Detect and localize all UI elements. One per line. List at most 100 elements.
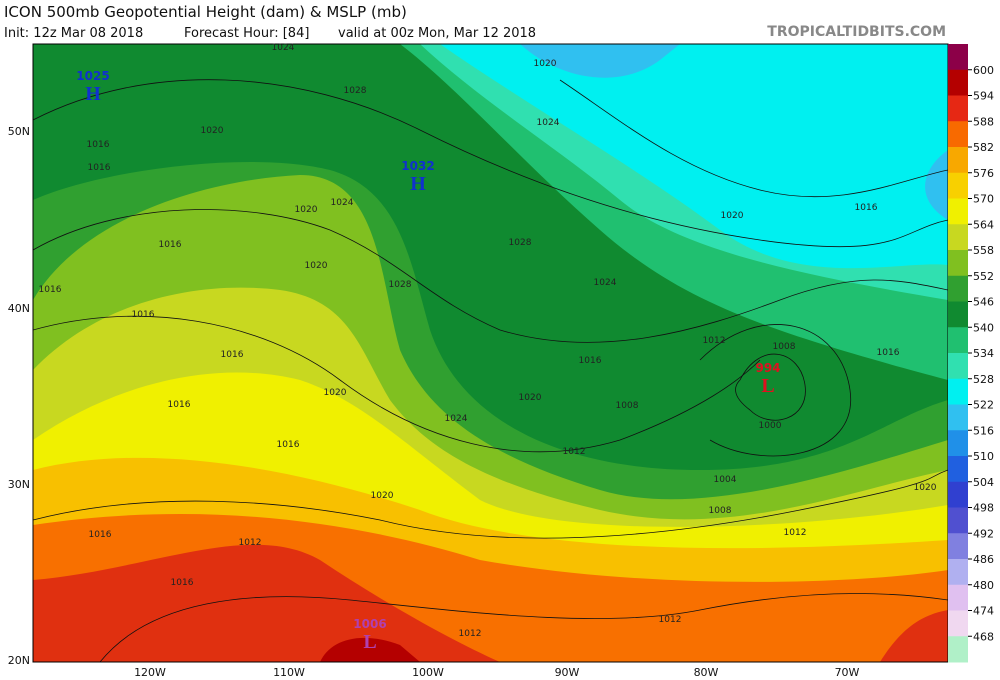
colorbar-label: 534 xyxy=(973,347,994,360)
lat-label: 20N xyxy=(8,654,30,667)
colorbar-cell xyxy=(948,533,968,560)
valid-time: valid at 00z Mon, Mar 12 2018 xyxy=(338,26,536,41)
isobars xyxy=(33,79,948,662)
isobar-label: 1016 xyxy=(221,350,244,360)
colorbar-label: 492 xyxy=(973,527,994,540)
lat-label: 50N xyxy=(8,125,30,138)
isobar-label: 1020 xyxy=(914,483,937,493)
colorbar-label: 540 xyxy=(973,321,994,334)
isobar-label: 1020 xyxy=(305,261,328,271)
isobar-label: 1012 xyxy=(784,528,807,538)
isobar-label: 1016 xyxy=(171,578,194,588)
isobar-label: 1008 xyxy=(773,342,796,352)
isobar-label: 1016 xyxy=(855,203,878,213)
isobar-label: 1020 xyxy=(519,393,542,403)
center-symbol: H xyxy=(85,83,101,105)
colorbar-cell xyxy=(948,378,968,405)
isobar-label: 1020 xyxy=(324,388,347,398)
colorbar-label: 504 xyxy=(973,476,994,489)
forecast-hour: Forecast Hour: [84] xyxy=(184,26,309,41)
colorbar-label: 588 xyxy=(973,115,994,128)
isobar xyxy=(699,324,852,457)
lat-label: 30N xyxy=(8,478,30,491)
colorbar-cell xyxy=(948,327,968,354)
isobar-label: 1016 xyxy=(89,530,112,540)
colorbar-label: 510 xyxy=(973,450,994,463)
colorbar-cell xyxy=(948,250,968,277)
isobar-label: 1016 xyxy=(277,440,300,450)
colorbar-label: 498 xyxy=(973,502,994,515)
colorbar-cell xyxy=(948,147,968,174)
colorbar-label: 564 xyxy=(973,218,994,231)
colorbar-cell xyxy=(948,430,968,457)
band xyxy=(520,44,680,78)
isobar-label: 1016 xyxy=(132,310,155,320)
colorbar-label: 594 xyxy=(973,90,994,103)
isobar xyxy=(33,209,948,343)
isobar-label: 1024 xyxy=(272,43,295,53)
lon-label: 110W xyxy=(273,666,305,679)
colorbar-label: 558 xyxy=(973,244,994,257)
source: TROPICALTIDBITS.COM xyxy=(767,24,946,40)
isobar-label: 1016 xyxy=(87,140,110,150)
lon-label: 70W xyxy=(835,666,860,679)
colorbar-label: 516 xyxy=(973,424,994,437)
colorbar-label: 582 xyxy=(973,141,994,154)
isobar-label: 1020 xyxy=(371,491,394,501)
isobar-label: 1016 xyxy=(159,240,182,250)
isobar-label: 1028 xyxy=(344,86,367,96)
isobar-label: 1028 xyxy=(389,280,412,290)
map xyxy=(32,43,949,663)
lat-label: 40N xyxy=(8,302,30,315)
colorbar-cell xyxy=(948,69,968,96)
colorbar-label: 576 xyxy=(973,167,994,180)
isobar-label: 1000 xyxy=(759,421,782,431)
colorbar-cell xyxy=(948,456,968,483)
band xyxy=(320,637,420,662)
colorbar-cell xyxy=(948,507,968,534)
isobar xyxy=(33,315,761,453)
colorbar-label: 468 xyxy=(973,630,994,643)
isobar-label: 1024 xyxy=(331,198,354,208)
isobar-label: 1020 xyxy=(721,211,744,221)
isobar-label: 1020 xyxy=(534,59,557,69)
colorbar-cell xyxy=(948,559,968,586)
isobar-label: 1012 xyxy=(459,629,482,639)
colorbar-cell xyxy=(948,95,968,122)
lon-label: 90W xyxy=(555,666,580,679)
isobar-label: 1024 xyxy=(537,118,560,128)
center-symbol: L xyxy=(761,375,774,397)
isobar-label: 1012 xyxy=(703,336,726,346)
isobar-label: 1024 xyxy=(445,414,468,424)
isobar-label: 1016 xyxy=(168,400,191,410)
center-pressure: 994 xyxy=(755,361,780,375)
band xyxy=(925,150,948,220)
title: ICON 500mb Geopotential Height (dam) & M… xyxy=(4,3,407,21)
isobar-label: 1012 xyxy=(659,615,682,625)
colorbar-cell xyxy=(948,353,968,380)
isobar-label: 1016 xyxy=(39,285,62,295)
colorbar-label: 522 xyxy=(973,399,994,412)
band xyxy=(33,544,500,662)
isobar xyxy=(559,79,948,198)
colorbar-label: 486 xyxy=(973,553,994,566)
colorbar-label: 480 xyxy=(973,579,994,592)
height-bands xyxy=(33,44,948,662)
colorbar-cell xyxy=(948,610,968,637)
center-pressure: 1025 xyxy=(76,69,109,83)
center-pressure: 1032 xyxy=(401,159,434,173)
colorbar-label: 474 xyxy=(973,605,994,618)
isobar-label: 1020 xyxy=(201,126,224,136)
colorbar-cell xyxy=(948,404,968,431)
colorbar-cell xyxy=(948,121,968,148)
isobar-label: 1008 xyxy=(709,506,732,516)
colorbar-cell xyxy=(948,44,968,71)
isobar-label: 1004 xyxy=(714,475,737,485)
isobar xyxy=(33,79,948,248)
colorbar-cell xyxy=(948,275,968,302)
isobar-label: 1008 xyxy=(616,401,639,411)
colorbar-cell xyxy=(948,301,968,328)
map-labels: 600 594 588 582 576 570 564 558 552 546 540 534 528 5… xyxy=(8,43,994,679)
lon-label: 120W xyxy=(134,666,166,679)
init-time: Init: 12z Mar 08 2018 xyxy=(4,26,143,41)
